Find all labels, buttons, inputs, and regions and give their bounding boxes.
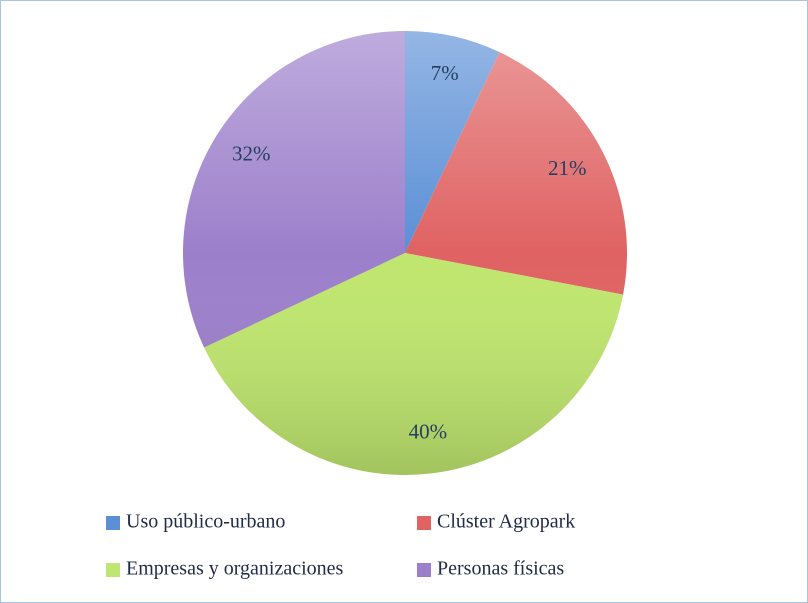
legend: Uso público-urbano Clúster Agropark Empres… [106,511,575,580]
legend-label: Clúster Agropark [437,511,575,533]
legend-swatch [417,516,431,530]
data-label: 32% [232,141,271,165]
legend-swatch [417,563,431,577]
legend-label: Uso público-urbano [126,511,285,533]
legend-label: Empresas y organizaciones [126,558,344,580]
data-label: 40% [409,419,448,443]
data-label: 21% [548,156,587,180]
data-label: 7% [431,61,459,85]
legend-label: Personas físicas [437,558,564,580]
legend-swatch [106,516,120,530]
data-labels: 7% 21% 40% 32% [232,61,586,443]
pie [182,31,627,475]
legend-swatch [106,563,120,577]
